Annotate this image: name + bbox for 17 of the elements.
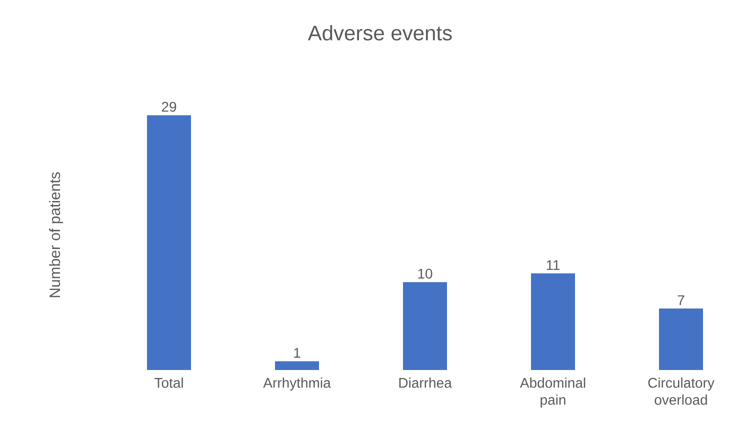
data-label: 7 <box>678 295 684 305</box>
data-label: 11 <box>546 260 560 270</box>
bar <box>531 273 576 370</box>
y-axis-title: Number of patients <box>49 172 64 298</box>
data-label: 10 <box>418 268 432 279</box>
bar <box>403 282 447 370</box>
bar <box>659 308 704 370</box>
x-tick-label: Diarrhea <box>399 378 452 388</box>
data-label: 29 <box>162 102 176 112</box>
x-tick-label: Total <box>154 378 183 388</box>
bar <box>147 115 191 370</box>
x-tick-label: Arrhythmia <box>263 378 331 391</box>
x-tick-label: Abdominal pain <box>520 378 586 408</box>
data-label: 1 <box>294 348 300 358</box>
bar <box>275 361 319 370</box>
chart-title: Adverse events <box>308 25 452 40</box>
x-tick-label: Circulatory overload <box>648 378 714 405</box>
